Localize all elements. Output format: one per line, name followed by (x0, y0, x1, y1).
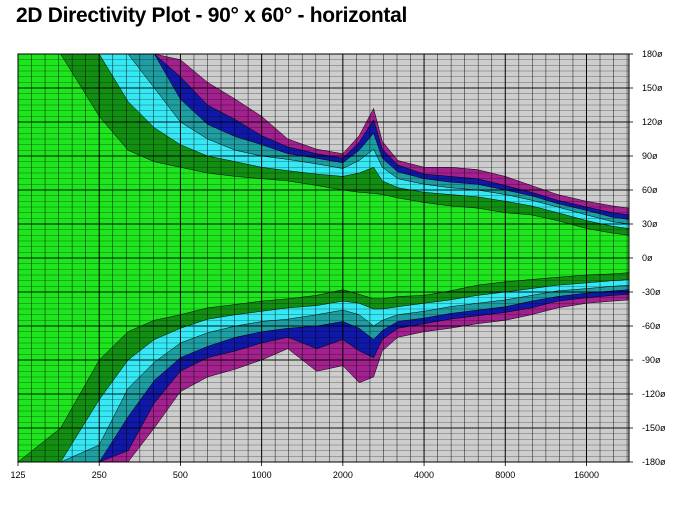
x-tick-label: 500 (173, 470, 188, 480)
x-tick-label: 1000 (252, 470, 272, 480)
x-tick-label: 16000 (574, 470, 599, 480)
y-tick-label: 0ø (642, 253, 653, 263)
contour-region-lower-7 (18, 299, 629, 462)
grid (17, 53, 630, 463)
chart-title: 2D Directivity Plot - 90° x 60° - horizo… (16, 4, 408, 27)
y-tick-label: 180ø (642, 49, 663, 59)
contour-region-upper-7 (18, 54, 629, 209)
y-tick-label: -60ø (642, 321, 661, 331)
y-tick-label: -120ø (642, 389, 666, 399)
y-tick-label: 30ø (642, 219, 658, 229)
y-tick-label: -180ø (642, 457, 666, 467)
x-axis: 125 250 500 1000 2000 4000 8000 16000 (10, 462, 599, 480)
x-tick-label: 2000 (333, 470, 353, 480)
x-tick-label: 8000 (495, 470, 515, 480)
y-tick-label: 120ø (642, 117, 663, 127)
x-tick-label: 125 (10, 470, 25, 480)
x-tick-label: 250 (92, 470, 107, 480)
y-tick-label: -30ø (642, 287, 661, 297)
y-tick-label: -150ø (642, 423, 666, 433)
y-tick-label: 90ø (642, 151, 658, 161)
y-axis: 180ø 150ø 120ø 90ø 60ø 30ø 0ø -30ø -60ø -90ø -120ø… (629, 49, 666, 467)
x-tick-label: 4000 (414, 470, 434, 480)
y-tick-label: -90ø (642, 355, 661, 365)
y-tick-label: 150ø (642, 83, 663, 93)
y-tick-label: 60ø (642, 185, 658, 195)
